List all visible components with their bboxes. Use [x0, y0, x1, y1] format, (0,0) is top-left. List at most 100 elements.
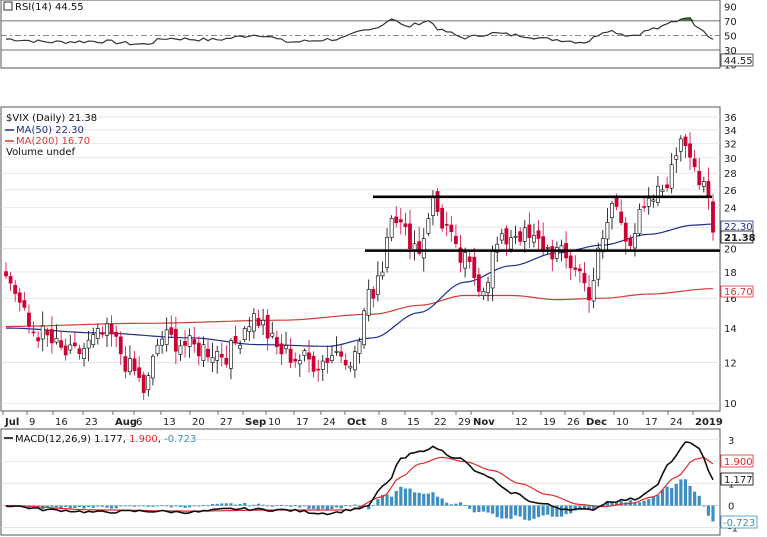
candle-body [72, 342, 77, 347]
macd-legend-sep: , [158, 434, 164, 445]
candle-body [325, 358, 330, 363]
macd-histogram-bar [422, 493, 426, 506]
close-badge-box [720, 230, 754, 244]
macd-histogram-bar [390, 496, 394, 506]
rsi-tick-label: 50 [724, 31, 737, 42]
candle-body [151, 355, 155, 379]
macd-histogram-bar [215, 503, 219, 506]
ma200-badge-box [720, 285, 754, 298]
candle-body [417, 241, 422, 254]
macd-histogram-bar [261, 504, 265, 506]
date-label: 16 [55, 417, 68, 428]
candle-body [568, 255, 573, 269]
candle-body [587, 287, 591, 301]
date-label: 12 [515, 417, 528, 428]
hist-badge: -0.723 [723, 518, 755, 529]
macd-histogram-bar [188, 505, 192, 508]
price-tick-label: 34 [724, 126, 737, 137]
price-panel: $VIX (Daily) 21.38 MA(50) 22.30 MA(200) … [0, 106, 756, 412]
candle-body [619, 211, 624, 224]
macd-histogram-bar [399, 486, 403, 506]
macd-histogram-bar [192, 505, 196, 507]
date-label: 9 [29, 417, 35, 428]
candle-body [435, 191, 440, 212]
candle-body [550, 246, 555, 260]
candle-body [169, 327, 174, 335]
macd-histogram-bar [546, 505, 550, 515]
macd-histogram-bar [449, 504, 453, 506]
date-label: 23 [85, 417, 98, 428]
price-tick-label: 24 [724, 204, 737, 215]
price-tick-label: 28 [724, 169, 737, 180]
candle-body [256, 317, 261, 326]
candle-body [375, 275, 380, 295]
macd-histogram-bar [229, 503, 233, 506]
candle-body [118, 336, 123, 355]
macd-histogram-bar [472, 505, 476, 513]
macd-histogram-bar [605, 500, 610, 506]
candle-body [215, 351, 220, 361]
candle-body [536, 230, 541, 239]
macd-histogram-bar [321, 505, 325, 509]
signal-badge-box [720, 454, 754, 468]
macd-histogram-bar [573, 505, 577, 511]
candle-body [472, 256, 477, 278]
macd-histogram-bar [339, 505, 343, 509]
macd-legend-prefix: MACD(12,26,9) 1.177, [15, 434, 129, 445]
macd-histogram-bar [252, 504, 256, 506]
macd-histogram-bar [660, 489, 665, 506]
macd-histogram-bar [541, 505, 545, 516]
candle-body [54, 338, 59, 343]
macd-histogram-bar [642, 500, 646, 506]
macd-histogram-bar [679, 479, 683, 506]
macd-histogram-bar [491, 505, 495, 514]
macd-histogram-bar [100, 505, 105, 507]
macd-histogram-bar [275, 505, 279, 507]
macd-histogram-bar [64, 505, 68, 508]
macd-histogram-bar [220, 503, 224, 506]
price-tick-label: 32 [724, 139, 737, 150]
macd-histogram-bar [495, 505, 499, 518]
candle-body [371, 289, 376, 299]
macd-histogram-bar [174, 505, 178, 507]
macd-histogram-bar [348, 505, 352, 507]
candle-body [642, 206, 647, 208]
support-resistance-lines [365, 195, 720, 252]
date-label: 10 [268, 417, 281, 428]
candle-body [706, 181, 711, 197]
candle-body [385, 237, 389, 268]
date-label: Aug [115, 417, 137, 428]
candle-body [27, 312, 31, 327]
candle-body [297, 360, 302, 365]
macd-histogram-bar [674, 483, 678, 506]
signal-badge: 1.900 [724, 457, 753, 468]
macd-histogram-bar [536, 505, 541, 518]
rsi-line [5, 17, 714, 46]
macd-histogram-bar [233, 504, 238, 506]
macd-histogram-bar [367, 505, 371, 510]
macd-histogram-bar [458, 502, 463, 506]
macd-histogram-bar [334, 505, 339, 508]
candle-body [100, 332, 105, 335]
price-tick-label: 14 [724, 324, 737, 335]
macd-histogram-bar [656, 495, 660, 506]
candle-body [307, 352, 311, 360]
macd-histogram-bar [532, 505, 536, 519]
date-label: 24 [670, 417, 683, 428]
macd-histogram-bar [711, 505, 715, 522]
macd-histogram-bar [178, 505, 183, 507]
candle-body [701, 181, 706, 187]
macd-histogram-bar [688, 485, 692, 506]
date-label: 17 [296, 417, 309, 428]
candle-body [288, 348, 293, 363]
date-label: 13 [163, 417, 176, 428]
candle-body [651, 199, 656, 202]
rsi-gridlines [1, 20, 720, 51]
macd-histogram-bar [468, 505, 472, 509]
macd-histogram-bar [68, 505, 72, 509]
date-label: 29 [458, 417, 471, 428]
macd-histogram-bar [454, 503, 458, 506]
rsi-panel: RSI(14) 44.55 9070503010 44.55 [0, 0, 754, 72]
price-legend-ma50: MA(50) 22.30 [16, 125, 84, 136]
